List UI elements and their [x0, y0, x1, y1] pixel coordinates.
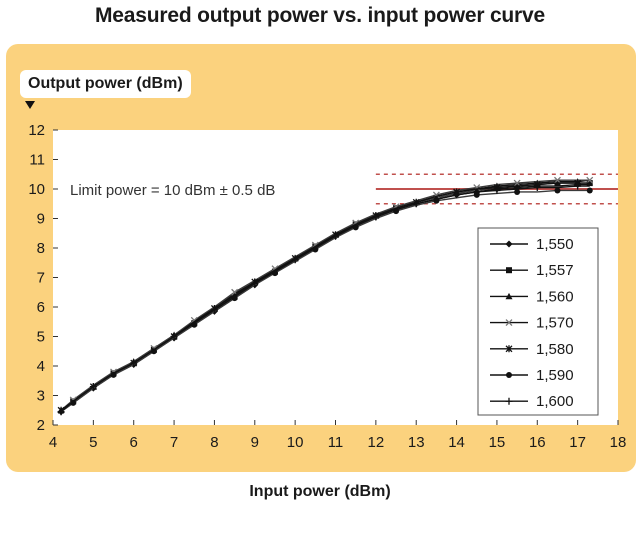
x-axis-label: Input power (dBm)	[249, 483, 391, 500]
data-point	[57, 408, 65, 416]
y-tick-label: 3	[37, 388, 45, 405]
data-point	[271, 270, 278, 277]
data-point	[130, 359, 138, 367]
data-point	[586, 176, 594, 184]
data-point	[554, 176, 561, 184]
data-point	[150, 348, 157, 355]
data-point	[312, 246, 319, 253]
legend-label: 1,600	[536, 393, 574, 410]
y-ticks: 2 3 4 5 6 7 8 9 10 11 12	[28, 122, 58, 434]
x-tick-label: 14	[448, 434, 465, 451]
x-tick-label: 7	[170, 434, 178, 451]
y-axis-label: Output power (dBm)	[20, 70, 191, 98]
legend-marker	[505, 345, 513, 353]
y-tick-label: 12	[28, 122, 45, 139]
legend-marker	[505, 319, 513, 327]
x-ticks: 4 5 6 7 8 9 10 11 12 13 14 15 16 17 18	[49, 420, 627, 451]
x-tick-label: 13	[408, 434, 425, 451]
data-point	[533, 184, 541, 192]
data-point	[89, 383, 97, 391]
data-point	[574, 182, 582, 190]
x-tick-label: 9	[251, 434, 259, 451]
legend-marker	[505, 397, 513, 405]
data-point	[291, 256, 299, 264]
y-tick-label: 11	[29, 152, 45, 169]
data-point	[493, 186, 501, 194]
data-point	[191, 321, 198, 328]
data-point	[210, 306, 218, 314]
series-line-1570	[60, 179, 590, 411]
data-point	[453, 191, 461, 199]
data-point	[412, 200, 420, 208]
data-point	[251, 279, 259, 287]
legend-marker	[505, 240, 513, 248]
legend-label: 1,560	[536, 288, 574, 305]
y-tick-label: 2	[37, 417, 45, 434]
limit-annotation: Limit power = 10 dBm ± 0.5 dB	[70, 182, 275, 199]
legend-box	[477, 227, 599, 416]
data-point	[514, 188, 521, 195]
series-group	[57, 176, 594, 416]
x-tick-label: 8	[210, 434, 218, 451]
chart-title: Measured output power vs. input power cu…	[95, 4, 545, 27]
data-point	[473, 187, 480, 194]
series-line-1600	[60, 185, 590, 413]
x-tick-label: 12	[368, 434, 385, 451]
y-tick-label: 5	[37, 329, 45, 346]
legend-label: 1,590	[536, 367, 574, 384]
y-tick-label: 6	[37, 299, 45, 316]
data-point	[70, 399, 77, 406]
legend-marker	[506, 267, 512, 274]
x-tick-label: 4	[49, 434, 57, 451]
y-tick-label: 10	[28, 181, 45, 198]
x-tick-label: 17	[569, 434, 586, 451]
legend-marker	[506, 372, 512, 378]
x-tick-label: 5	[89, 434, 97, 451]
legend-label: 1,580	[536, 341, 574, 358]
data-point	[231, 295, 238, 302]
y-tick-label: 4	[37, 358, 45, 375]
y-tick-label: 9	[37, 211, 45, 228]
data-point	[513, 179, 521, 187]
x-tick-label: 11	[328, 434, 344, 451]
data-point	[473, 191, 480, 198]
data-point	[332, 232, 339, 240]
x-tick-label: 15	[489, 434, 506, 451]
legend-label: 1,557	[536, 262, 574, 279]
x-tick-label: 6	[130, 434, 138, 451]
series-line-1590	[60, 189, 590, 413]
data-point	[372, 213, 380, 221]
x-tick-label: 16	[529, 434, 546, 451]
data-point	[554, 187, 561, 194]
x-tick-label: 10	[287, 434, 304, 451]
y-axis-arrow-icon	[25, 101, 35, 109]
legend-label: 1,550	[536, 236, 574, 253]
legend-label: 1,570	[536, 315, 574, 332]
y-tick-label: 7	[37, 270, 45, 287]
data-point	[170, 333, 178, 340]
x-tick-label: 18	[610, 434, 627, 451]
data-point	[586, 187, 593, 194]
y-tick-label: 8	[37, 240, 45, 257]
legend: 1,550 1,557 1,560 1,570 1,580 1,590 1,600	[477, 227, 599, 416]
legend-marker	[505, 292, 513, 300]
